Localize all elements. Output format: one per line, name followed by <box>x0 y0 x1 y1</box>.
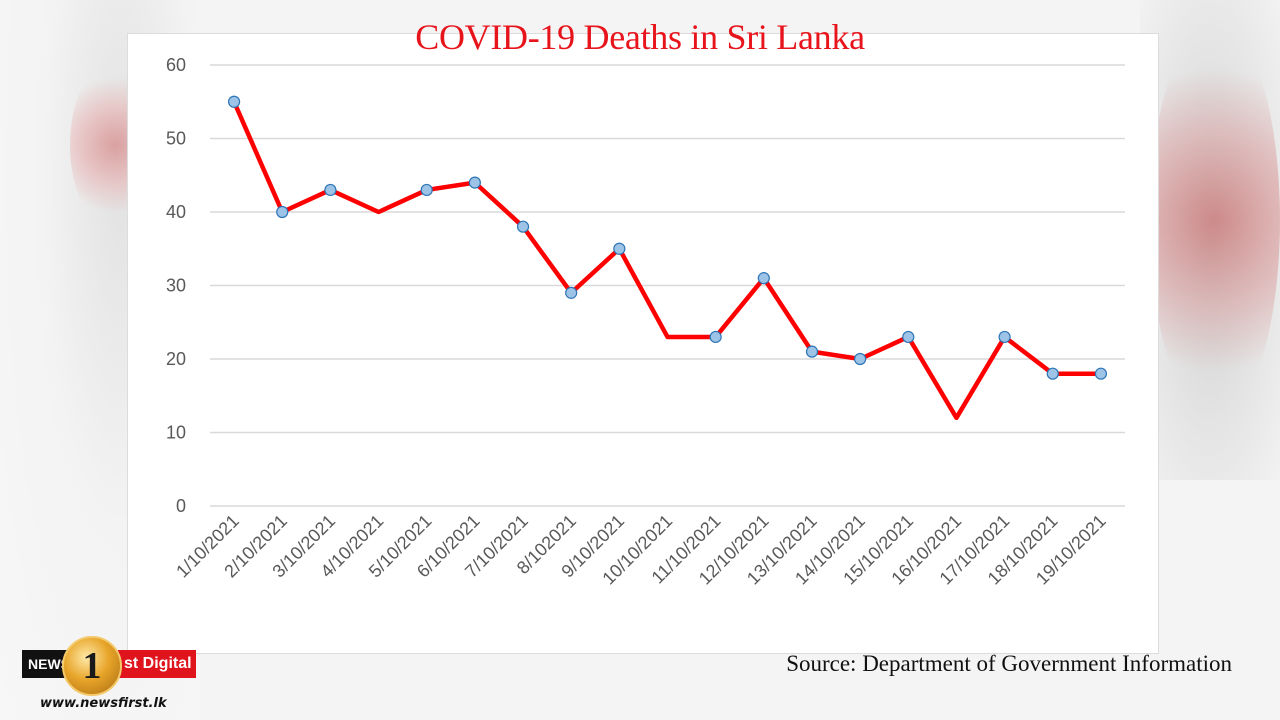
y-tick-label: 40 <box>166 202 186 222</box>
chart-panel <box>127 33 1159 654</box>
data-point <box>468 176 481 189</box>
data-point <box>998 330 1011 344</box>
y-tick-label: 0 <box>176 496 186 516</box>
data-point <box>805 345 819 358</box>
y-tick-label: 10 <box>166 423 186 443</box>
data-point <box>276 205 289 219</box>
logo-emblem: 1 <box>62 636 122 696</box>
y-tick-label: 30 <box>166 276 186 296</box>
chart-title: COVID-19 Deaths in Sri Lanka <box>415 17 865 57</box>
data-point <box>516 220 530 233</box>
newsfirst-logo: NEWS st Digital 1 www.newsfirst.lk <box>22 636 202 712</box>
data-point <box>1094 367 1108 380</box>
data-point <box>420 183 433 197</box>
source-note: Source: Department of Government Informa… <box>786 651 1232 676</box>
logo-url: www.newsfirst.lk <box>40 696 167 711</box>
data-point <box>854 352 867 366</box>
data-point <box>709 330 722 344</box>
logo-digital-text: st Digital <box>118 650 196 678</box>
y-tick-label: 50 <box>166 129 186 149</box>
data-point <box>324 183 337 197</box>
series-line <box>231 99 1104 421</box>
data-point <box>1046 367 1059 380</box>
y-tick-label: 20 <box>166 349 186 369</box>
data-point <box>902 330 915 344</box>
data-point <box>757 272 770 285</box>
y-tick-label: 60 <box>166 55 186 75</box>
logo-number: 1 <box>82 645 102 687</box>
virus-image-right <box>1150 20 1280 420</box>
data-point <box>613 242 626 255</box>
data-point <box>227 95 241 108</box>
data-point <box>565 286 578 299</box>
